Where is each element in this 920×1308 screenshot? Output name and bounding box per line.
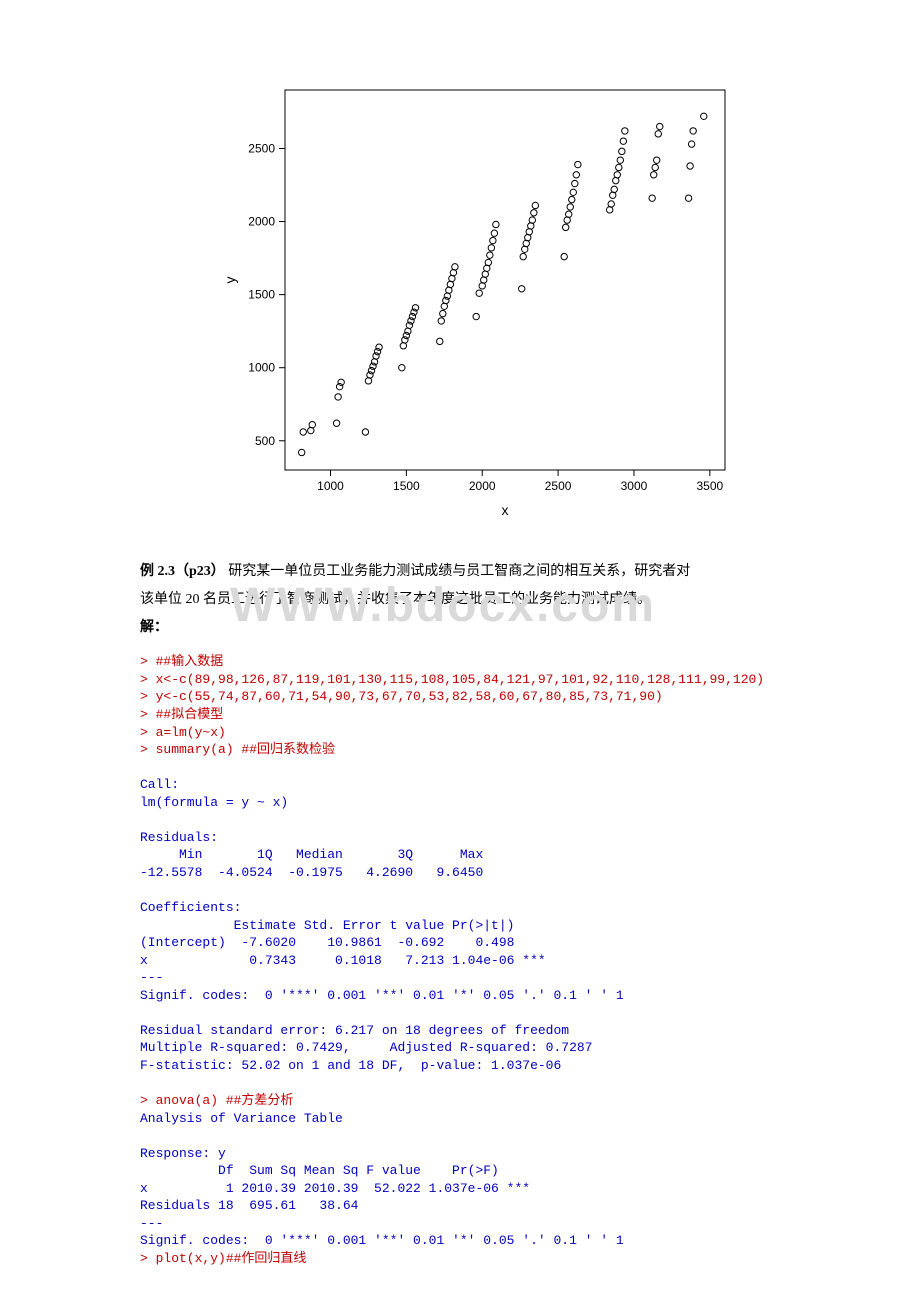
para1-tail: 研究某一单位员工业务能力测试成绩与员工智商之间的相互关系，研究者对 xyxy=(225,564,691,579)
scatter-plot-svg: 1000 1500 2000 2500 3000 3500 500 1000 1500 2000 2… xyxy=(210,60,750,530)
code-line: > anova(a) ##方差分析 xyxy=(140,1093,293,1108)
svg-text:3500: 3500 xyxy=(696,479,723,493)
code-line: > y<-c(55,74,87,60,71,54,90,73,67,70,53,… xyxy=(140,689,663,704)
code-line: lm(formula = y ~ x) xyxy=(140,795,288,810)
example-label: 例 2.3 xyxy=(140,564,175,579)
code-line: > a=lm(y~x) xyxy=(140,725,226,740)
watermark-text: WWW.bdocx.com xyxy=(230,578,656,633)
code-line: > summary(a) ##回归系数检验 xyxy=(140,742,335,757)
code-line: Coefficients: xyxy=(140,900,241,915)
svg-text:1000: 1000 xyxy=(317,479,344,493)
svg-text:1000: 1000 xyxy=(248,361,275,375)
code-line: x 0.7343 0.1018 7.213 1.04e-06 *** xyxy=(140,953,546,968)
code-line: --- xyxy=(140,970,163,985)
code-line: Response: y xyxy=(140,1146,226,1161)
code-line: Df Sum Sq Mean Sq F value Pr(>F) xyxy=(140,1163,530,1178)
scatter-plot-figure: 1000 1500 2000 2500 3000 3500 500 1000 1500 2000 2… xyxy=(140,60,820,530)
code-line: Residual standard error: 6.217 on 18 deg… xyxy=(140,1023,569,1038)
code-line: > ##输入数据 xyxy=(140,654,223,669)
code-line: > plot(x,y)##作回归直线 xyxy=(140,1251,306,1266)
svg-text:2000: 2000 xyxy=(248,215,275,229)
code-line: --- xyxy=(140,1216,163,1231)
code-line: > x<-c(89,98,126,87,119,101,130,115,108,… xyxy=(140,672,764,687)
svg-text:500: 500 xyxy=(255,434,275,448)
code-line: Multiple R-squared: 0.7429, Adjusted R-s… xyxy=(140,1040,600,1055)
svg-text:1500: 1500 xyxy=(248,288,275,302)
code-line: Analysis of Variance Table xyxy=(140,1111,343,1126)
svg-text:3000: 3000 xyxy=(621,479,648,493)
code-line: Estimate Std. Error t value Pr(>|t|) xyxy=(140,918,546,933)
svg-text:x: x xyxy=(502,502,509,518)
code-line: x 1 2010.39 2010.39 52.022 1.037e-06 *** xyxy=(140,1181,530,1196)
code-line: F-statistic: 52.02 on 1 and 18 DF, p-val… xyxy=(140,1058,569,1073)
code-line: -12.5578 -4.0524 -0.1975 4.2690 9.6450 xyxy=(140,865,491,880)
svg-text:y: y xyxy=(222,277,238,284)
code-line: > ##拟合模型 xyxy=(140,707,223,722)
code-line: Call: xyxy=(140,777,179,792)
code-line: (Intercept) -7.6020 10.9861 -0.692 0.498 xyxy=(140,935,546,950)
code-line: Signif. codes: 0 '***' 0.001 '**' 0.01 '… xyxy=(140,1233,631,1248)
svg-text:2000: 2000 xyxy=(469,479,496,493)
page-ref: （p23） xyxy=(175,564,225,579)
svg-text:2500: 2500 xyxy=(248,141,275,155)
svg-text:2500: 2500 xyxy=(545,479,572,493)
svg-text:1500: 1500 xyxy=(393,479,420,493)
code-line: Min 1Q Median 3Q Max xyxy=(140,847,491,862)
r-console-output: > ##输入数据 > x<-c(89,98,126,87,119,101,130… xyxy=(140,653,820,1267)
code-line: Residuals: xyxy=(140,830,218,845)
code-line: Residuals 18 695.61 38.64 xyxy=(140,1198,530,1213)
code-line: Signif. codes: 0 '***' 0.001 '**' 0.01 '… xyxy=(140,988,631,1003)
